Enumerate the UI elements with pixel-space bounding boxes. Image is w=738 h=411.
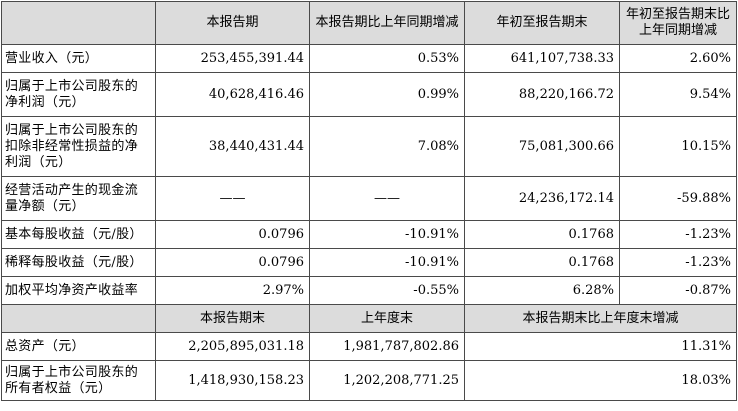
table-row: 总资产（元） 2,205,895,031.18 1,981,787,802.86…	[1, 332, 737, 361]
row-label: 归属于上市公司股东的净利润（元）	[1, 72, 156, 117]
balance-header-row: 本报告期末 上年度末 本报告期末比上年度末增减	[1, 304, 737, 333]
cell-current-period: 40,628,416.46	[155, 72, 310, 117]
cell-year-to-date: 75,081,300.66	[464, 116, 620, 177]
header-year-to-date: 年初至报告期末	[464, 1, 620, 45]
cell-current-period: 2.97%	[155, 276, 310, 305]
cell-year-to-date-change: -59.88%	[619, 176, 737, 221]
cell-current-period: 38,440,431.44	[155, 116, 310, 177]
table-row: 归属于上市公司股东的净利润（元） 40,628,416.46 0.99% 88,…	[1, 72, 737, 117]
cell-year-to-date: 88,220,166.72	[464, 72, 620, 117]
cell-year-to-date: 24,236,172.14	[464, 176, 620, 221]
row-label: 加权平均净资产收益率	[1, 276, 156, 305]
cell-period-end: 2,205,895,031.18	[155, 332, 310, 361]
cell-period-end-change: 11.31%	[464, 332, 737, 361]
header-period-end: 本报告期末	[155, 304, 310, 333]
cell-current-period-change: -10.91%	[309, 248, 465, 277]
financial-data-table: 本报告期 本报告期比上年同期增减 年初至报告期末 年初至报告期末比上年同期增减 …	[1, 1, 737, 401]
cell-current-period-change: -10.91%	[309, 220, 465, 249]
header-blank-cell	[1, 1, 156, 45]
table-row: 加权平均净资产收益率 2.97% -0.55% 6.28% -0.87%	[1, 276, 737, 305]
cell-year-to-date: 0.1768	[464, 248, 620, 277]
cell-year-to-date: 641,107,738.33	[464, 44, 620, 73]
row-label: 稀释每股收益（元/股）	[1, 248, 156, 277]
header-current-period-change: 本报告期比上年同期增减	[309, 1, 465, 45]
table-row: 归属于上市公司股东的扣除非经常性损益的净利润（元） 38,440,431.44 …	[1, 116, 737, 177]
table-row: 稀释每股收益（元/股） 0.0796 -10.91% 0.1768 -1.23%	[1, 248, 737, 277]
table-row: 归属于上市公司股东的所有者权益（元） 1,418,930,158.23 1,20…	[1, 360, 737, 401]
balance-header-blank-cell	[1, 304, 156, 333]
row-label: 基本每股收益（元/股）	[1, 220, 156, 249]
cell-period-end-change: 18.03%	[464, 360, 737, 401]
cell-year-to-date-change: -0.87%	[619, 276, 737, 305]
cell-current-period: 0.0796	[155, 248, 310, 277]
row-label: 归属于上市公司股东的扣除非经常性损益的净利润（元）	[1, 116, 156, 177]
header-prior-year-end: 上年度末	[309, 304, 465, 333]
table-row: 经营活动产生的现金流量净额（元） —— —— 24,236,172.14 -59…	[1, 176, 737, 221]
cell-current-period-change: 7.08%	[309, 116, 465, 177]
cell-year-to-date-change: -1.23%	[619, 248, 737, 277]
cell-prior-year-end: 1,981,787,802.86	[309, 332, 465, 361]
header-period-end-change: 本报告期末比上年度末增减	[464, 304, 737, 333]
cell-current-period-change: 0.99%	[309, 72, 465, 117]
cell-current-period: 0.0796	[155, 220, 310, 249]
cell-prior-year-end: 1,202,208,771.25	[309, 360, 465, 401]
cell-current-period-change: -0.55%	[309, 276, 465, 305]
cell-year-to-date: 6.28%	[464, 276, 620, 305]
cell-current-period: ——	[155, 176, 310, 221]
cell-year-to-date-change: 9.54%	[619, 72, 737, 117]
row-label: 营业收入（元）	[1, 44, 156, 73]
header-current-period: 本报告期	[155, 1, 310, 45]
cell-year-to-date: 0.1768	[464, 220, 620, 249]
table-row: 基本每股收益（元/股） 0.0796 -10.91% 0.1768 -1.23%	[1, 220, 737, 249]
cell-year-to-date-change: -1.23%	[619, 220, 737, 249]
row-label: 总资产（元）	[1, 332, 156, 361]
header-year-to-date-change: 年初至报告期末比上年同期增减	[619, 1, 737, 45]
cell-current-period-change: ——	[309, 176, 465, 221]
row-label: 归属于上市公司股东的所有者权益（元）	[1, 360, 156, 401]
header-row: 本报告期 本报告期比上年同期增减 年初至报告期末 年初至报告期末比上年同期增减	[1, 1, 737, 45]
cell-current-period: 253,455,391.44	[155, 44, 310, 73]
cell-period-end: 1,418,930,158.23	[155, 360, 310, 401]
cell-current-period-change: 0.53%	[309, 44, 465, 73]
cell-year-to-date-change: 10.15%	[619, 116, 737, 177]
row-label: 经营活动产生的现金流量净额（元）	[1, 176, 156, 221]
table-row: 营业收入（元） 253,455,391.44 0.53% 641,107,738…	[1, 44, 737, 73]
cell-year-to-date-change: 2.60%	[619, 44, 737, 73]
